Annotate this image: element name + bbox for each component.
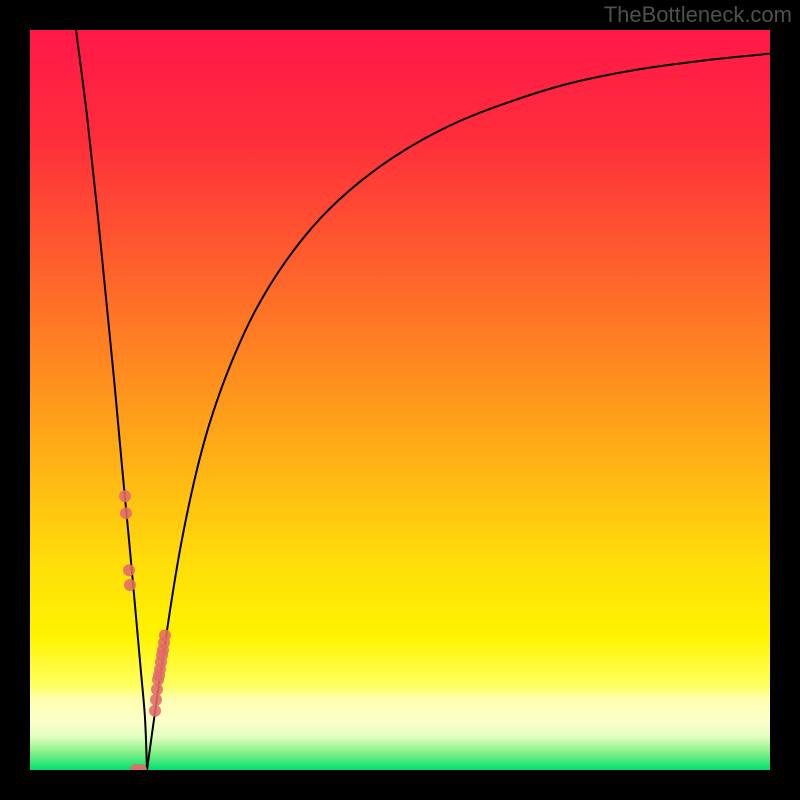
data-marker [119,490,131,502]
chart-svg [30,30,770,770]
watermark-text: TheBottleneck.com [604,2,792,28]
data-marker [124,579,136,591]
data-marker [120,507,132,519]
chart-frame: TheBottleneck.com [0,0,800,800]
data-marker [150,694,162,706]
data-marker [159,629,171,641]
chart-background [30,30,770,770]
data-marker [149,705,161,717]
data-marker [123,564,135,576]
chart-plot-area [30,30,770,770]
